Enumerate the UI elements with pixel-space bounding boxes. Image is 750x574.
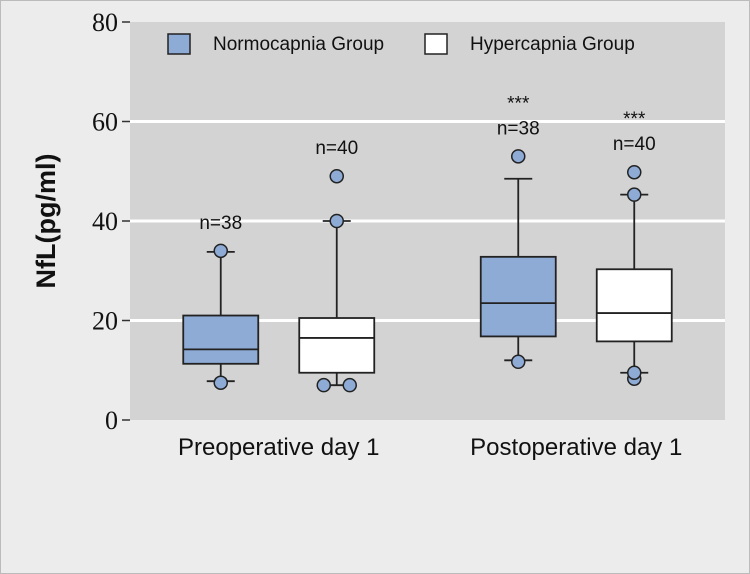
outlier-point <box>316 377 331 393</box>
iqr-box <box>479 255 557 338</box>
y-tick-label-60: 60 <box>92 108 118 137</box>
x-category-label-1: Postoperative day 1 <box>470 434 682 461</box>
outlier-point <box>511 354 526 370</box>
box-1-1: n=40 *** <box>595 109 673 386</box>
outlier-point <box>511 149 526 164</box>
n-label: n=40 <box>315 138 358 159</box>
n-label: n=38 <box>199 213 242 234</box>
legend-label-1: Hypercapnia Group <box>470 34 635 55</box>
outlier-point <box>627 365 642 380</box>
box-0-1: n=38 *** <box>479 93 557 370</box>
boxes: n=38 n=38 *** n=40 n=40 *** <box>182 93 673 393</box>
outlier-point <box>627 164 642 180</box>
iqr-box <box>595 268 673 343</box>
significance-label: *** <box>623 109 646 130</box>
outlier-point <box>329 213 344 229</box>
outlier-point <box>213 243 228 259</box>
x-category-label-0: Preoperative day 1 <box>178 434 379 461</box>
box-1-0: n=40 <box>298 138 376 393</box>
y-tick-label-20: 20 <box>92 307 118 336</box>
outlier-point <box>329 168 344 184</box>
iqr-box <box>182 314 260 365</box>
y-tick-label-40: 40 <box>92 207 118 236</box>
legend-label-0: Normocapnia Group <box>213 34 384 55</box>
iqr-box <box>298 317 376 374</box>
outlier-point <box>213 375 228 390</box>
outlier-point <box>342 377 357 393</box>
box-0-0: n=38 <box>182 213 260 390</box>
n-label: n=38 <box>497 118 540 139</box>
legend-swatch-1 <box>424 33 448 55</box>
outlier-point <box>627 187 642 202</box>
significance-label: *** <box>507 93 530 114</box>
axes: 0 20 40 60 80 Preoperative day 1 Postoperative… <box>92 8 682 461</box>
y-tick-label-80: 80 <box>92 8 118 37</box>
legend: Normocapnia Group Hypercapnia Group <box>167 33 635 55</box>
legend-swatch-0 <box>167 33 191 55</box>
y-axis-label: NfL(pg/ml) <box>31 154 61 289</box>
y-tick-label-0: 0 <box>105 406 118 435</box>
n-label: n=40 <box>613 134 656 155</box>
